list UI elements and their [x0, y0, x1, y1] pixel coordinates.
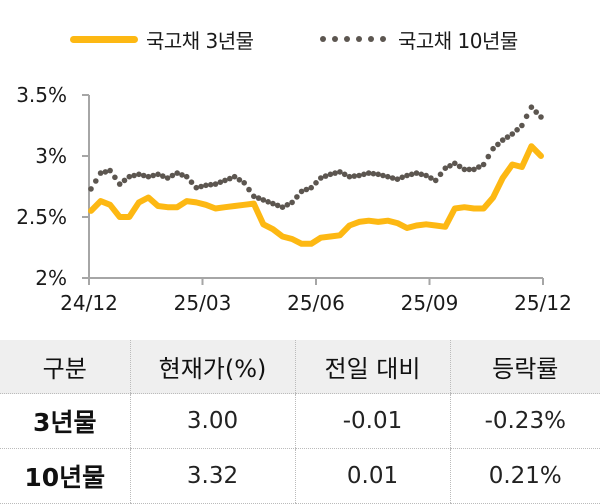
x-axis: 24/12 25/03 25/06 25/09 25/12: [60, 277, 572, 315]
rate-cell: -0.23%: [449, 393, 600, 449]
header-change: 전일 대비: [294, 340, 450, 394]
y-tick-label: 2%: [35, 266, 67, 290]
y-axis: 3.5% 3% 2.5% 2%: [16, 83, 90, 290]
row-label: 10년물: [0, 448, 130, 504]
solid-line-swatch-icon: [70, 35, 138, 43]
yield-table: 구분 현재가(%) 전일 대비 등락률 3년물 3.00 -0.01 -0.23…: [0, 340, 600, 504]
line-chart: 3.5% 3% 2.5% 2% 24/12 25/03 25/06 25/09 25/12: [16, 83, 572, 315]
x-tick-label: 25/06: [287, 291, 345, 315]
chart-legend: 국고채 3년물 국고채 10년물: [0, 22, 600, 56]
header-price: 현재가(%): [129, 340, 295, 394]
change-cell: 0.01: [294, 448, 450, 504]
x-tick-label: 24/12: [60, 291, 118, 315]
table-header-row: 구분 현재가(%) 전일 대비 등락률: [0, 340, 600, 394]
legend-label-3y: 국고채 3년물: [146, 28, 254, 53]
table-row: 3년물 3.00 -0.01 -0.23%: [0, 393, 600, 449]
rate-cell: 0.21%: [449, 448, 600, 504]
series-10y-dotted-line: [88, 104, 544, 210]
y-tick-label: 3%: [35, 144, 67, 168]
change-cell: -0.01: [294, 393, 450, 449]
legend-item-3y: 국고채 3년물: [70, 22, 254, 56]
price-cell: 3.00: [129, 393, 295, 449]
row-label: 3년물: [0, 393, 130, 449]
dotted-line-swatch-icon: [320, 36, 386, 42]
header-category: 구분: [0, 340, 130, 394]
series-3y-solid-line: [88, 143, 544, 247]
x-tick-label: 25/12: [514, 291, 572, 315]
y-tick-label: 2.5%: [16, 205, 67, 229]
x-tick-label: 25/03: [174, 291, 232, 315]
legend-item-10y: 국고채 10년물: [320, 22, 518, 56]
header-rate: 등락률: [449, 340, 600, 394]
legend-label-10y: 국고채 10년물: [398, 28, 518, 53]
price-cell: 3.32: [129, 448, 295, 504]
table-row: 10년물 3.32 0.01 0.21%: [0, 448, 600, 504]
x-tick-label: 25/09: [401, 291, 459, 315]
y-tick-label: 3.5%: [16, 83, 67, 107]
